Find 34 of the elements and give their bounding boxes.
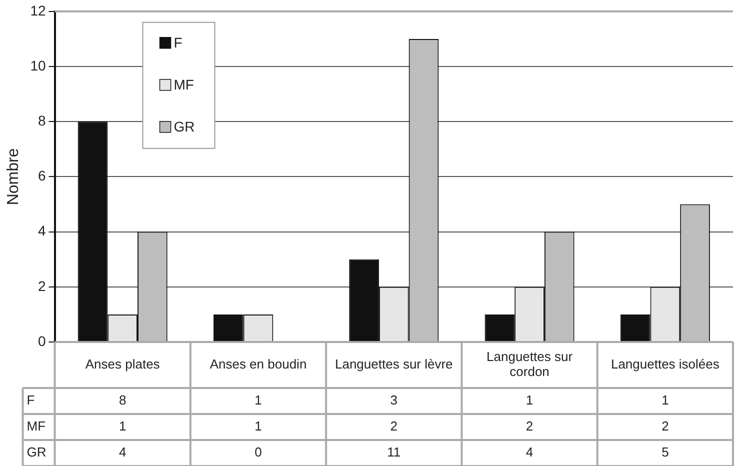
x-tick-label: Languettes sur cordon <box>486 349 574 380</box>
text: MF <box>26 418 46 434</box>
data-label: 1 <box>662 392 669 408</box>
data-label: 1 <box>526 392 534 408</box>
data-label: 11 <box>387 444 401 460</box>
data-label: 5 <box>662 444 669 460</box>
y-tick-label: 8 <box>38 112 46 128</box>
y-tick-label: 4 <box>38 222 46 239</box>
legend-label: GR <box>174 118 195 134</box>
x-tick-label: Languettes isolées <box>610 356 720 372</box>
x-tick-label: Languettes sur lèvre <box>334 356 453 372</box>
data-label: 4 <box>118 444 126 460</box>
data-label: 1 <box>118 418 126 434</box>
y-axis-title: Nombre <box>5 148 22 206</box>
y-tick-label: 2 <box>38 278 46 294</box>
x-tick-label: Anses plates <box>85 356 160 372</box>
text: GR <box>26 444 46 460</box>
text: F <box>26 392 35 408</box>
data-label: 4 <box>526 444 534 460</box>
data-label: 2 <box>662 418 669 434</box>
data-label: 2 <box>390 418 398 434</box>
data-label: 2 <box>526 418 534 434</box>
data-label: 0 <box>254 444 262 460</box>
y-tick-label: 6 <box>38 168 46 184</box>
x-tick-label: Anses en boudin <box>210 356 307 372</box>
data-label: 8 <box>118 392 126 408</box>
data-label: 1 <box>254 418 262 434</box>
y-tick-label: 12 <box>30 2 46 18</box>
data-label: 1 <box>254 392 262 408</box>
y-tick-label: 10 <box>30 57 46 74</box>
legend-label: F <box>174 34 182 50</box>
data-label: 3 <box>390 392 398 408</box>
legend-label: MF <box>174 76 194 92</box>
y-tick-label: 0 <box>38 332 46 349</box>
